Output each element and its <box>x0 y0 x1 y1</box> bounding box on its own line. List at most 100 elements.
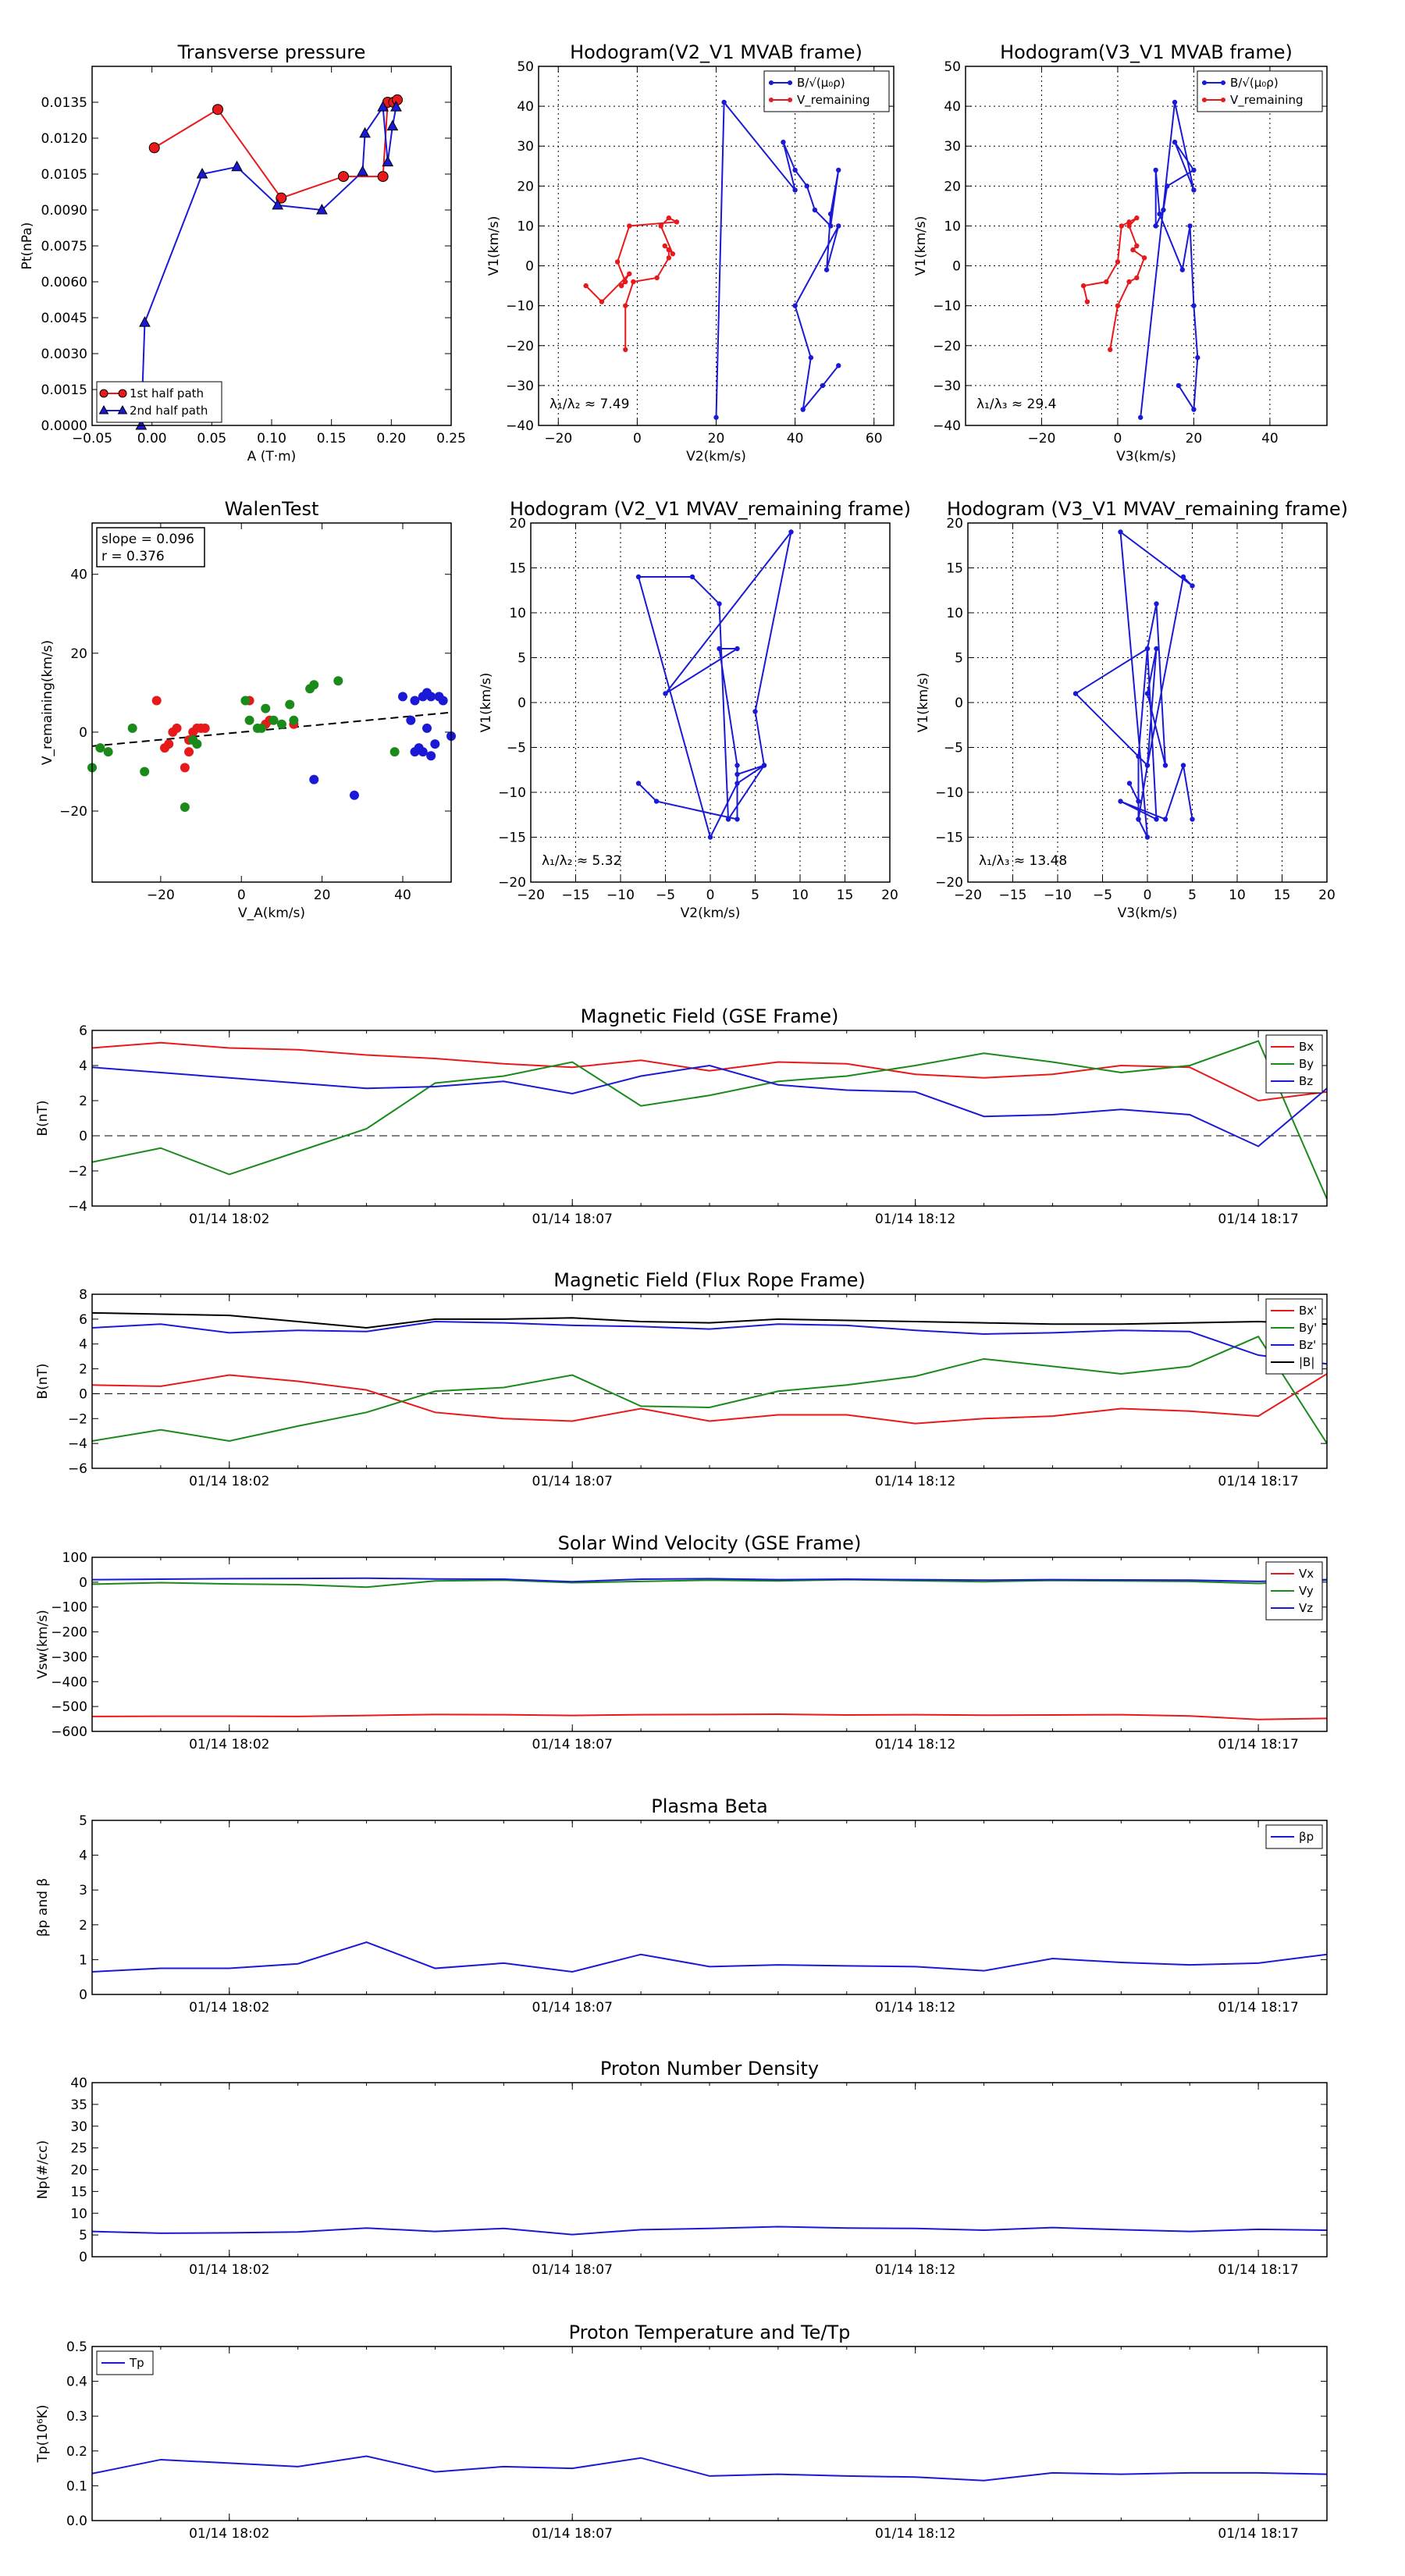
data-point <box>823 267 830 272</box>
legend: B/√(μ₀ρ) V_remaining <box>1197 70 1323 112</box>
y-tick-label: −30 <box>506 379 534 394</box>
data-point <box>139 316 151 327</box>
data-point <box>653 799 660 804</box>
scatter-point <box>257 723 267 733</box>
chart-title: Transverse pressure <box>177 41 366 63</box>
y-tick-label: −30 <box>933 379 961 394</box>
data-point <box>836 167 841 173</box>
y-tick-label: 5 <box>79 2228 87 2243</box>
data-point <box>1172 99 1178 105</box>
legend-marker <box>788 80 792 85</box>
data-point <box>781 139 786 145</box>
scatter-point <box>422 723 432 733</box>
y-axis-label: βp and β <box>35 1878 51 1937</box>
legend-label: |B| <box>1299 1355 1314 1369</box>
y-tick-label: −10 <box>498 785 526 801</box>
y-tick-label: 50 <box>517 59 534 75</box>
y-tick-label: 8 <box>79 1287 87 1303</box>
data-point <box>1144 646 1151 652</box>
y-tick-label: 15 <box>946 561 963 577</box>
y-tick-label: 0.0135 <box>41 95 87 111</box>
x-tick-label: 0.15 <box>317 431 347 447</box>
data-point <box>717 646 722 652</box>
data-point <box>1119 223 1125 229</box>
y-tick-label: 20 <box>517 179 534 194</box>
data-point <box>276 192 287 204</box>
legend-box <box>1197 70 1323 112</box>
y-tick-label: 4 <box>79 1848 87 1864</box>
y-tick-label: −200 <box>51 1625 87 1641</box>
y-tick-label: 0 <box>79 2250 87 2265</box>
x-tick-label: 20 <box>1318 888 1336 903</box>
data-point <box>788 529 794 535</box>
y-tick-label: −2 <box>68 1411 87 1427</box>
data-point <box>674 219 680 225</box>
data-point <box>1191 167 1197 173</box>
scatter-point <box>285 699 295 710</box>
y-tick-label: −15 <box>498 831 526 846</box>
data-point <box>135 418 148 430</box>
eigenvalue-ratio: λ₁/λ₃ ≈ 29.4 <box>976 397 1056 412</box>
data-point <box>1190 817 1195 822</box>
y-tick-label: −10 <box>933 299 961 315</box>
plot-frame <box>91 1030 1328 1207</box>
y-axis-label: Tp(10⁶K) <box>35 2404 51 2463</box>
legend-label: βp <box>1299 1830 1314 1844</box>
legend-marker <box>1221 98 1225 102</box>
scatter-point <box>349 790 359 800</box>
series-line-1 <box>140 105 397 426</box>
y-axis-label: Np(#/cc) <box>35 2140 51 2199</box>
eigenvalue-ratio: λ₁/λ₂ ≈ 7.49 <box>550 397 629 412</box>
x-tick-label: 0.00 <box>137 431 167 447</box>
data-point <box>1144 763 1151 768</box>
data-point <box>1084 299 1090 304</box>
data-point <box>623 347 628 353</box>
legend-label: 1st half path <box>130 386 204 400</box>
y-axis-label: B(nT) <box>35 1100 51 1136</box>
x-tick-label: −20 <box>517 888 545 903</box>
chart-title: Hodogram(V3_V1 MVAB frame) <box>1000 41 1293 63</box>
y-tick-label: −2 <box>68 1164 87 1179</box>
y-axis-label: V1(km/s) <box>478 673 494 733</box>
scatter-point <box>406 715 416 725</box>
x-tick-label: 0.05 <box>197 431 226 447</box>
y-tick-label: 6 <box>79 1312 87 1328</box>
legend-box <box>96 381 222 423</box>
x-tick-label: 01/14 18:02 <box>189 1474 269 1489</box>
y-tick-label: 0.0045 <box>41 311 87 326</box>
series-line-0 <box>91 1941 1328 1973</box>
y-tick-label: −40 <box>933 418 961 434</box>
x-tick-label: 20 <box>708 431 725 447</box>
data-point <box>1180 574 1186 580</box>
x-tick-label: 60 <box>866 431 883 447</box>
legend-marker <box>788 98 792 102</box>
data-point <box>1191 187 1197 193</box>
x-tick-label: 40 <box>1261 431 1279 447</box>
grid-lines <box>539 66 894 426</box>
data-point <box>804 183 809 189</box>
x-tick-label: −20 <box>954 888 982 903</box>
chart-title: Solar Wind Velocity (GSE Frame) <box>558 1532 862 1554</box>
scatter-point <box>269 715 279 725</box>
data-point <box>390 101 402 112</box>
panel-vsw: Solar Wind Velocity (GSE Frame) −600 −500 −… <box>35 1532 1328 1752</box>
data-point <box>1137 415 1144 420</box>
scatter-point <box>389 747 400 757</box>
x-tick-label: 01/14 18:07 <box>532 1737 613 1752</box>
x-tick-label: −10 <box>1044 888 1072 903</box>
x-axis-label: V3(km/s) <box>1118 906 1178 921</box>
chart-title: WalenTest <box>225 498 319 520</box>
x-tick-label: 01/14 18:07 <box>532 2526 613 2542</box>
scatter-point <box>95 743 105 753</box>
y-tick-label: 0 <box>79 725 87 741</box>
y-tick-label: 40 <box>70 2076 87 2091</box>
legend-marker <box>1202 80 1207 85</box>
data-point <box>359 126 371 138</box>
y-tick-label: 0 <box>952 259 961 275</box>
scatter-point <box>410 696 420 706</box>
scatter-point <box>430 739 440 749</box>
legend-label: By' <box>1299 1321 1317 1335</box>
y-tick-label: 0 <box>79 1386 87 1402</box>
x-tick-label: 01/14 18:17 <box>1218 1474 1298 1489</box>
